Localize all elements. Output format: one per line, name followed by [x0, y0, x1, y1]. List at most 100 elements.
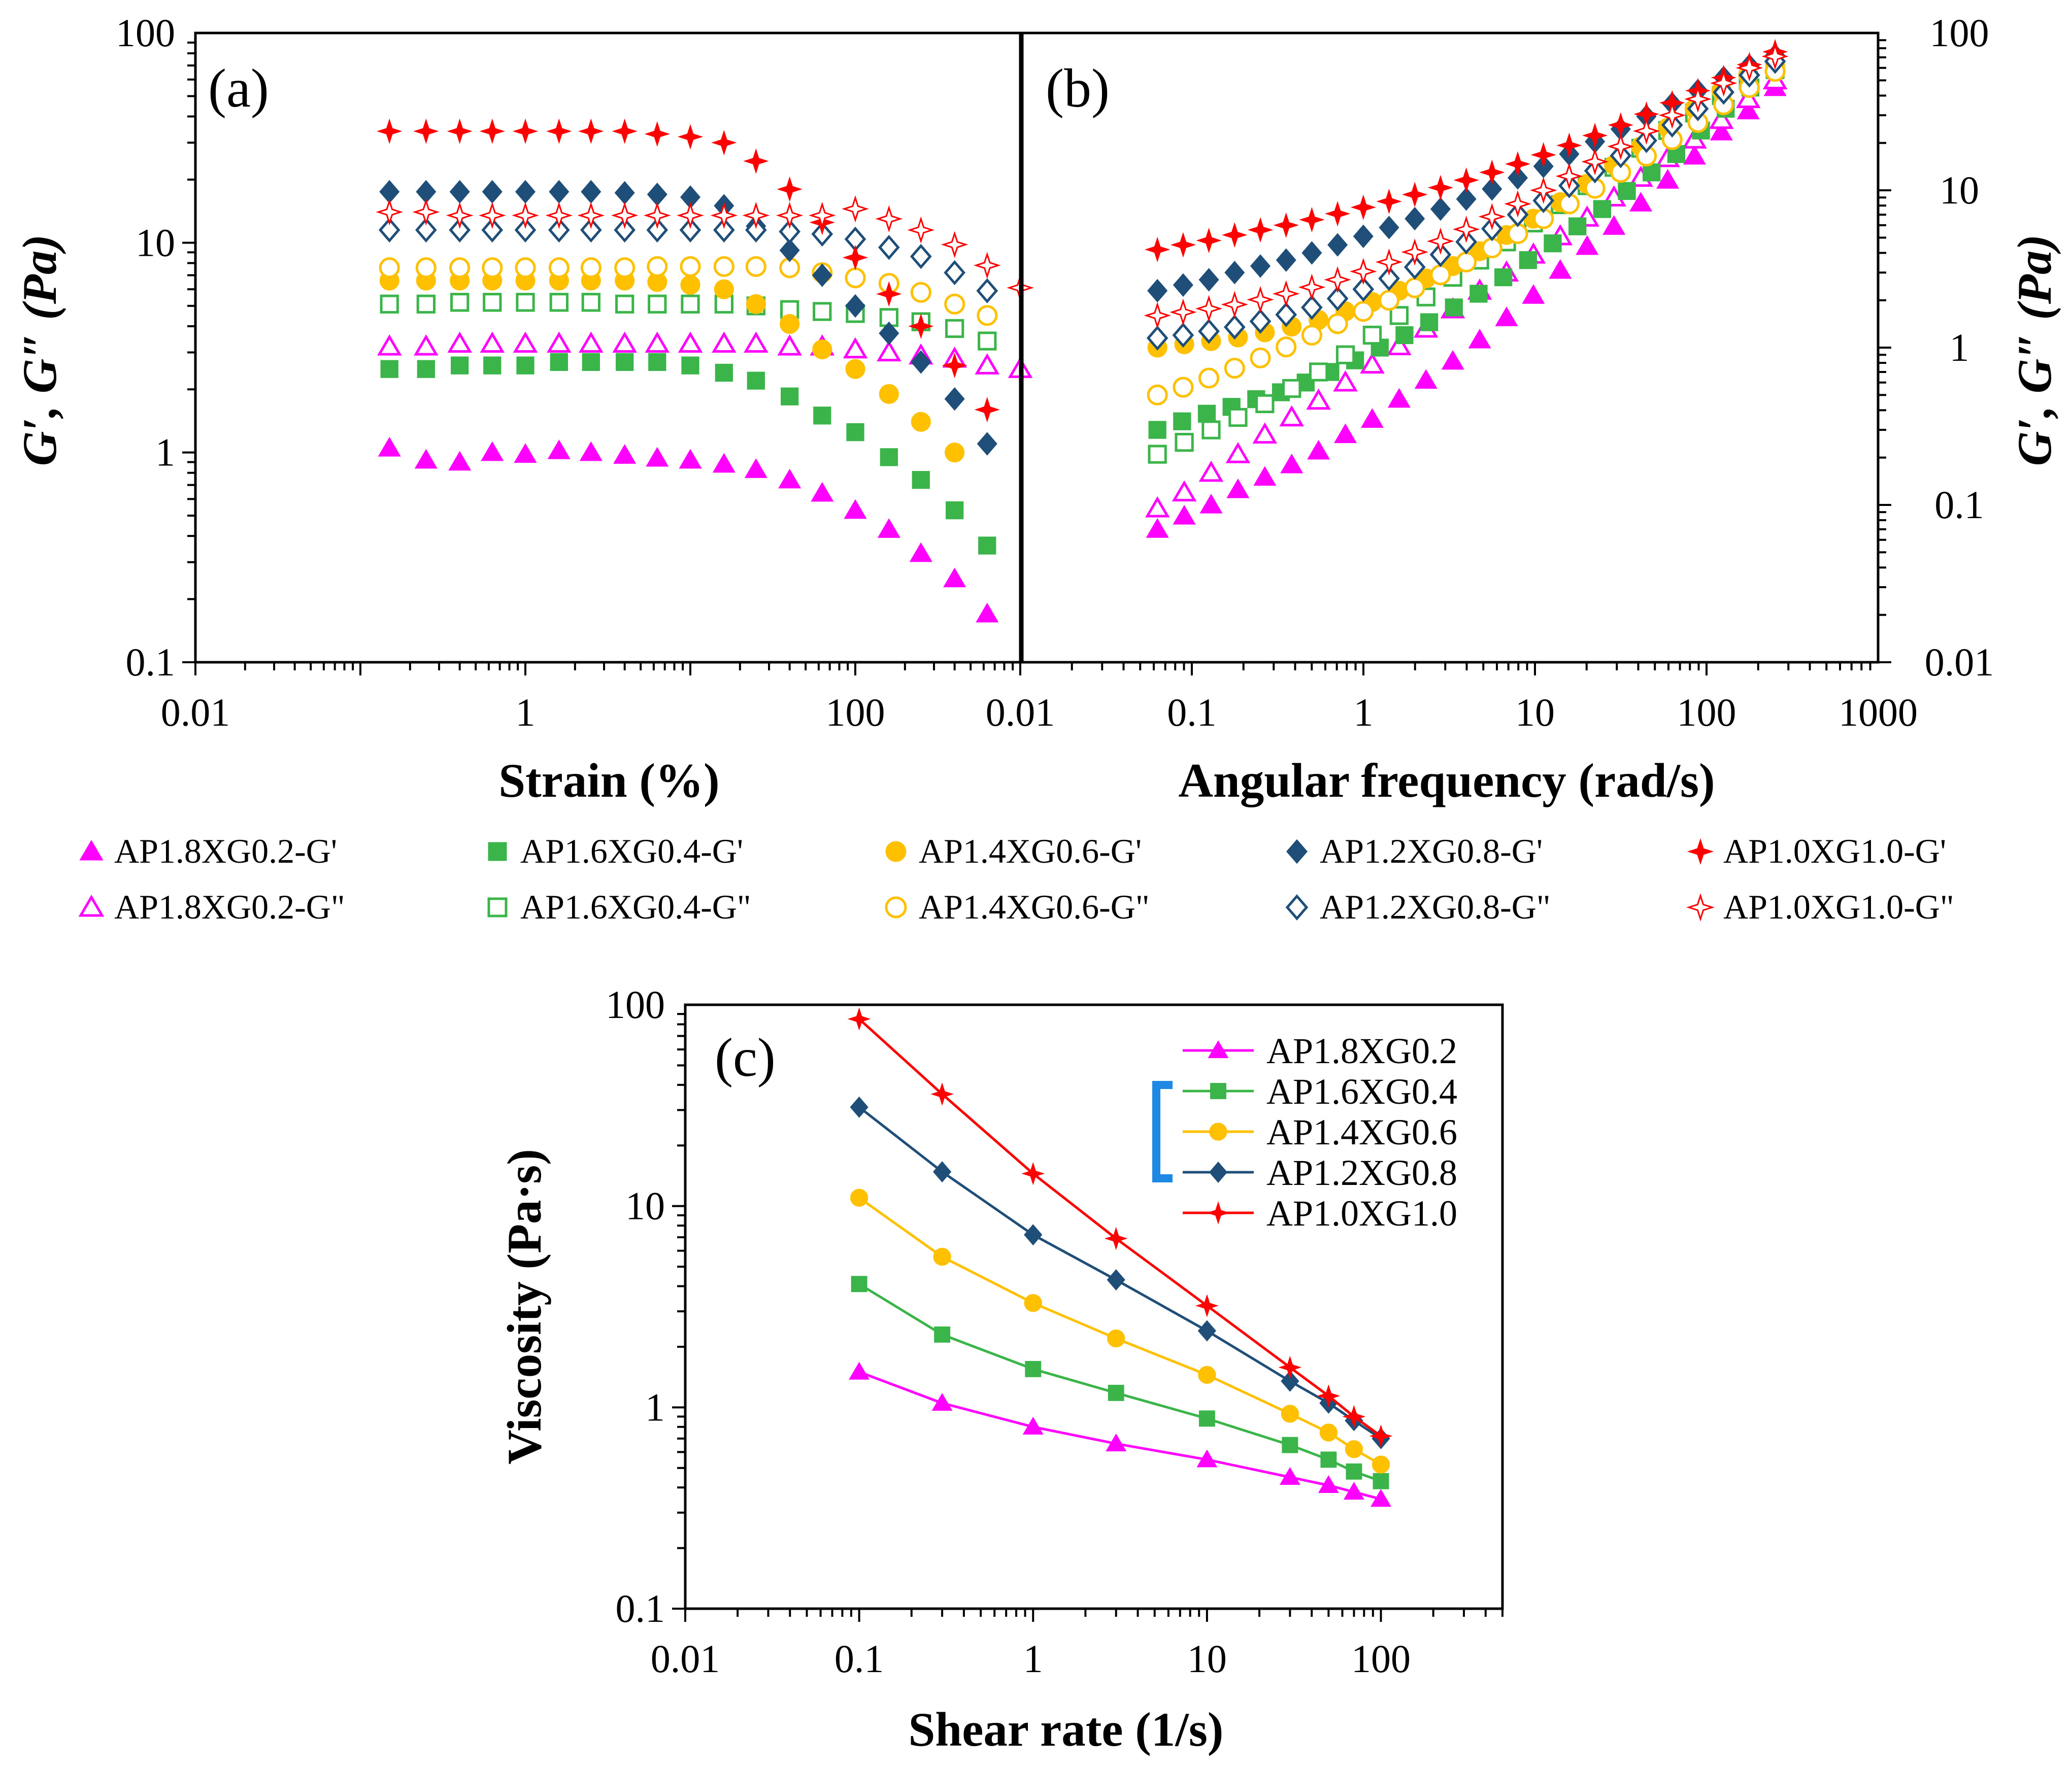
legend-c: AP1.8XG0.2AP1.6XG0.4AP1.4XG0.6AP1.2XG0.8… — [1183, 1031, 1457, 1234]
data-point — [1221, 291, 1249, 318]
data-point — [1353, 224, 1374, 248]
data-point — [1684, 85, 1712, 113]
data-point — [779, 219, 801, 245]
data-point — [1735, 54, 1763, 82]
data-point — [549, 293, 569, 312]
data-point — [809, 201, 836, 229]
panel-c-marks — [847, 1007, 1393, 1507]
data-point — [1582, 122, 1608, 149]
data-point — [1173, 412, 1191, 430]
data-point — [932, 1161, 952, 1183]
x-tick-label: 100 — [826, 690, 885, 734]
data-point — [844, 499, 867, 519]
data-point — [911, 350, 931, 374]
data-point — [1170, 232, 1196, 258]
data-point — [1173, 504, 1196, 525]
data-point — [1144, 301, 1171, 329]
data-point — [578, 118, 604, 144]
data-point — [1319, 1423, 1338, 1442]
data-point — [879, 384, 899, 404]
data-point — [447, 331, 472, 353]
series-line — [858, 1283, 1382, 1483]
data-point — [1250, 347, 1271, 368]
data-point — [743, 148, 769, 174]
data-point — [1273, 212, 1299, 238]
data-point — [1298, 274, 1326, 301]
legend-label: AP1.8XG0.2-G' — [114, 832, 337, 870]
x-tick-label: 10 — [1515, 690, 1555, 734]
data-point — [776, 201, 804, 229]
data-point — [582, 353, 600, 371]
y-tick-label: 100 — [1930, 11, 1989, 55]
data-point — [648, 353, 666, 371]
data-point — [933, 1247, 951, 1266]
data-point — [712, 331, 737, 353]
data-point — [1403, 254, 1426, 280]
data-point — [1301, 295, 1323, 320]
legend-marker — [1207, 1201, 1230, 1225]
data-point — [1427, 175, 1454, 200]
data-point — [944, 260, 966, 286]
data-point — [1346, 1463, 1362, 1480]
panel-c: 0.01 0.1 1 10 100 0.1 1 10 100 (c) Shear rate (1… — [497, 982, 1504, 1756]
data-point — [974, 252, 1001, 279]
data-point — [1307, 439, 1330, 460]
data-point — [1376, 188, 1402, 214]
data-point — [548, 257, 570, 279]
y-tick-label: 0.01 — [1925, 640, 1994, 684]
data-point — [1735, 87, 1761, 108]
data-point — [851, 1276, 867, 1293]
data-point — [616, 353, 634, 371]
data-point — [1148, 421, 1166, 439]
data-point — [1736, 99, 1760, 120]
data-point — [1224, 260, 1245, 285]
data-point — [450, 293, 470, 312]
data-point — [1106, 1433, 1127, 1452]
data-point — [1222, 222, 1248, 248]
data-point — [875, 205, 903, 232]
data-point — [414, 334, 439, 356]
data-point — [1198, 319, 1220, 344]
data-point — [850, 1188, 868, 1207]
panel-a-ticks: 0.01 1 100 0.1 1 10 100 — [116, 11, 1014, 734]
panel-b-label: (b) — [1046, 58, 1110, 119]
data-point — [1607, 132, 1634, 160]
data-point — [1228, 407, 1248, 427]
data-point — [1148, 445, 1167, 464]
legend-top: AP1.8XG0.2-G' AP1.6XG0.4-G' AP1.4XG0.6-G' A… — [78, 832, 1954, 926]
data-point — [681, 356, 699, 375]
legend-marker — [885, 896, 907, 919]
data-point — [1710, 120, 1733, 141]
data-point — [479, 118, 505, 144]
data-point — [1402, 182, 1428, 208]
data-point — [413, 118, 439, 144]
data-point — [1225, 442, 1251, 463]
data-point — [1198, 268, 1219, 292]
data-point — [644, 121, 670, 147]
data-point — [1196, 227, 1222, 253]
data-point — [646, 217, 669, 243]
data-point — [547, 331, 572, 353]
panel-c-ticks: 0.01 0.1 1 10 100 0.1 1 10 100 — [606, 982, 1503, 1681]
data-point — [1025, 1361, 1042, 1377]
legend-marker — [1686, 893, 1715, 922]
data-point — [1335, 345, 1355, 364]
data-point — [679, 449, 702, 469]
data-point — [1199, 494, 1223, 514]
data-point — [1761, 43, 1789, 70]
data-point — [1401, 238, 1428, 266]
data-point — [1173, 377, 1194, 398]
data-point — [1146, 518, 1169, 538]
legend-label: AP1.4XG0.6-G' — [919, 832, 1142, 870]
data-point — [614, 181, 635, 205]
data-point — [1643, 163, 1661, 182]
legend-c-bracket-top — [1152, 1081, 1173, 1089]
data-point — [378, 217, 400, 243]
data-point — [813, 406, 831, 425]
data-point — [978, 536, 996, 555]
data-point — [1250, 254, 1271, 278]
data-point — [930, 1082, 954, 1106]
data-point — [1530, 177, 1557, 204]
